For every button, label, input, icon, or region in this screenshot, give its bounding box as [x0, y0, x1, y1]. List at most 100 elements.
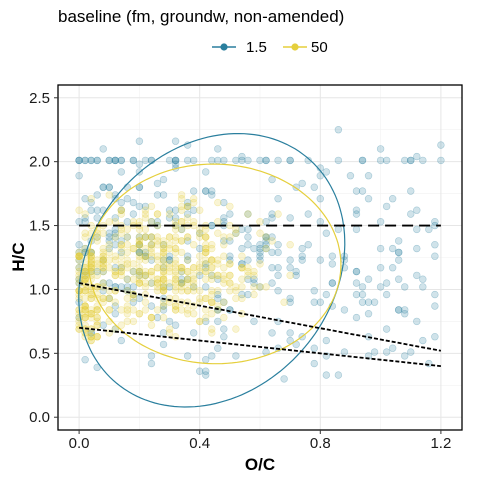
y-tick-label: 2.0 — [29, 154, 50, 171]
scatter-point — [141, 271, 150, 280]
scatter-point — [135, 137, 144, 145]
scatter-point — [117, 241, 126, 249]
scatter-point — [177, 283, 186, 291]
scatter-point — [81, 287, 89, 295]
scatter-point — [208, 187, 216, 195]
scatter-point — [376, 283, 385, 291]
scatter-point — [214, 287, 222, 295]
scatter-point — [268, 233, 276, 241]
scatter-point — [189, 329, 198, 337]
scatter-point — [401, 306, 409, 314]
scatter-point — [171, 218, 180, 226]
scatter-point — [244, 264, 252, 272]
scatter-point — [183, 202, 192, 211]
x-tick-label: 1.2 — [430, 435, 451, 452]
scatter-point — [75, 325, 83, 333]
scatter-point — [141, 252, 150, 260]
scatter-point — [322, 229, 331, 237]
scatter-point — [135, 160, 144, 168]
scatter-point — [117, 156, 126, 165]
scatter-point — [238, 156, 246, 165]
scatter-point — [159, 283, 168, 291]
scatter-point — [208, 271, 216, 280]
scatter-point — [153, 210, 162, 218]
scatter-point — [159, 283, 168, 291]
scatter-point — [165, 252, 174, 260]
scatter-point — [220, 241, 228, 249]
scatter-point — [196, 244, 204, 253]
scatter-point — [153, 237, 162, 245]
scatter-point — [147, 218, 156, 226]
scatter-point — [81, 302, 89, 310]
scatter-point — [304, 156, 312, 165]
scatter-point — [105, 306, 113, 314]
scatter-point — [394, 256, 403, 264]
reference-line — [79, 326, 441, 368]
scatter-point — [268, 264, 276, 272]
scatter-point — [208, 191, 216, 199]
scatter-point — [99, 264, 107, 272]
scatter-point — [189, 195, 198, 203]
scatter-point — [238, 290, 246, 299]
scatter-point — [274, 248, 282, 257]
scatter-point — [214, 275, 222, 283]
scatter-point — [352, 313, 361, 322]
scatter-point — [135, 256, 144, 264]
scatter-point — [135, 271, 144, 280]
scatter-point — [220, 275, 228, 283]
scatter-point — [123, 275, 132, 283]
scatter-point — [183, 198, 192, 207]
scatter-point — [123, 248, 132, 257]
scatter-point — [256, 283, 264, 291]
scatter-point — [202, 187, 210, 195]
scatter-point — [159, 241, 168, 249]
scatter-point — [117, 241, 126, 249]
scatter-point — [135, 264, 144, 272]
scatter-point — [196, 367, 204, 375]
scatter-point — [238, 264, 246, 272]
scatter-point — [147, 313, 156, 322]
scatter-point — [123, 275, 132, 283]
scatter-point — [177, 237, 186, 245]
scatter-point — [298, 256, 306, 264]
scatter-point — [87, 260, 95, 268]
scatter-point — [147, 202, 156, 211]
scatter-point — [171, 206, 180, 214]
scatter-point — [159, 244, 168, 253]
scatter-point — [189, 271, 198, 280]
scatter-point — [220, 233, 228, 241]
scatter-point — [202, 367, 210, 375]
scatter-point — [123, 310, 132, 318]
scatter-point — [208, 256, 216, 264]
scatter-point — [425, 225, 433, 234]
scatter-point — [232, 229, 240, 237]
scatter-point — [189, 275, 198, 283]
scatter-point — [81, 310, 89, 318]
scatter-point — [87, 195, 95, 203]
scatter-point — [316, 195, 324, 203]
scatter-point — [322, 336, 331, 345]
scatter-point — [232, 229, 240, 237]
scatter-point — [401, 352, 409, 360]
scatter-point — [129, 156, 138, 165]
scatter-point — [81, 287, 89, 295]
scatter-point — [123, 195, 132, 203]
scatter-point — [75, 252, 83, 260]
scatter-point — [250, 275, 258, 283]
scatter-point — [123, 302, 132, 310]
scatter-point — [159, 279, 168, 287]
scatter-point — [171, 233, 180, 241]
scatter-point — [262, 156, 270, 165]
scatter-point — [202, 241, 210, 249]
scatter-point — [208, 244, 216, 253]
scatter-point — [135, 279, 144, 287]
scatter-point — [165, 267, 174, 276]
scatter-point — [147, 321, 156, 329]
scatter-point — [310, 359, 318, 368]
scatter-point — [147, 267, 156, 276]
scatter-point — [232, 283, 240, 291]
scatter-point — [214, 218, 222, 226]
scatter-point — [208, 310, 216, 318]
scatter-point — [364, 172, 373, 180]
scatter-point — [183, 310, 192, 318]
